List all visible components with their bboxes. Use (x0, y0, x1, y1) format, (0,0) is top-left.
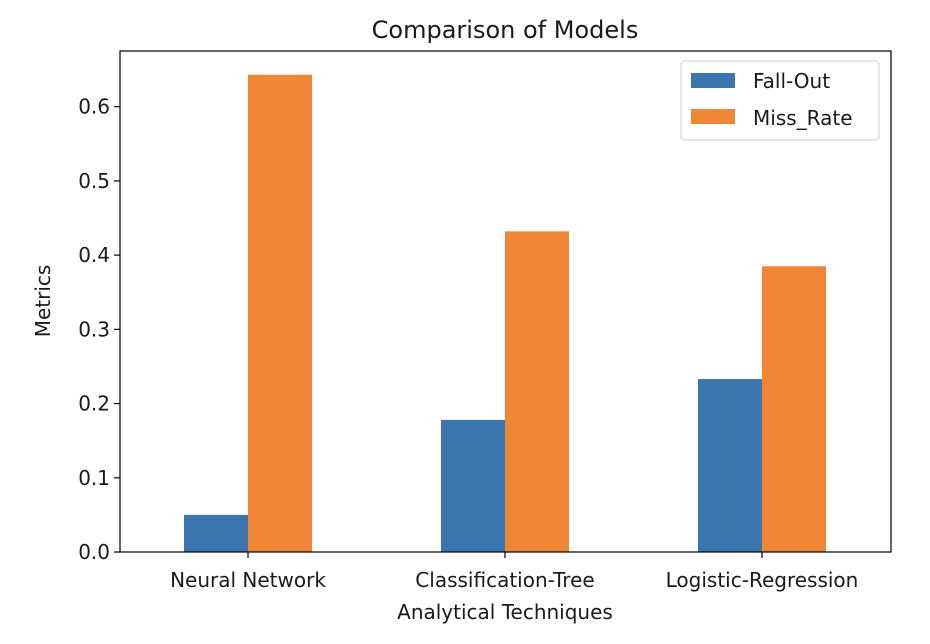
bar-fall-out-1 (441, 419, 505, 552)
bar-miss-rate-1 (505, 231, 569, 553)
legend-label-miss-rate: Miss_Rate (753, 106, 853, 130)
legend-swatch-fall-out (691, 73, 735, 88)
chart-title: Comparison of Models (372, 16, 639, 44)
y-tick-label: 0.1 (78, 466, 110, 490)
y-tick-label: 0.5 (78, 169, 110, 193)
x-axis-label: Analytical Techniques (397, 600, 613, 624)
y-tick-label: 0.6 (78, 95, 110, 119)
bar-miss-rate-2 (762, 266, 826, 552)
legend-label-fall-out: Fall-Out (753, 69, 830, 93)
y-axis: 0.0 0.1 0.2 0.3 0.4 0.5 0.6 (78, 95, 120, 564)
y-tick-label: 0.3 (78, 317, 110, 341)
y-tick-label: 0.0 (78, 540, 110, 564)
bars-layer (184, 74, 826, 553)
legend-swatch-miss-rate (691, 109, 735, 124)
plot-frame (119, 50, 892, 553)
bar-fall-out-0 (184, 514, 248, 552)
bar-fall-out-2 (698, 379, 762, 552)
x-axis: Neural Network Classification-Tree Logisti… (170, 552, 858, 592)
y-tick-label: 0.2 (78, 392, 110, 416)
x-tick-label: Neural Network (170, 568, 326, 592)
bar-miss-rate-0 (248, 74, 312, 553)
legend: Fall-Out Miss_Rate (680, 60, 880, 141)
y-tick-label: 0.4 (78, 243, 110, 267)
x-tick-label: Logistic-Regression (666, 568, 859, 592)
y-axis-label: Metrics (31, 265, 55, 338)
x-tick-label: Classification-Tree (415, 568, 594, 592)
